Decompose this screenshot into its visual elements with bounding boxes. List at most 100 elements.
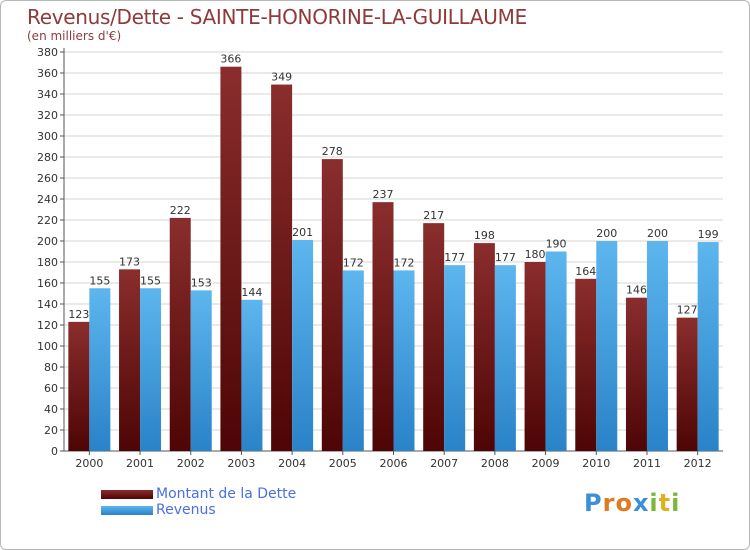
bars [68, 66, 719, 452]
data-labels: 1231551731552221533661443492012781722371… [68, 53, 718, 321]
x-tick-label: 2009 [532, 457, 560, 470]
y-tick-label: 20 [44, 424, 58, 437]
y-tick-label: 220 [37, 214, 58, 227]
bar-debt [473, 243, 495, 451]
data-label-debt: 180 [525, 248, 546, 261]
data-label-debt: 146 [626, 284, 647, 297]
y-tick-label: 140 [37, 298, 58, 311]
logo-letter: r [602, 489, 616, 517]
data-label-revenus: 177 [444, 251, 465, 264]
data-label-debt: 164 [575, 265, 596, 278]
y-tick-label: 120 [37, 319, 58, 332]
data-label-revenus: 199 [698, 228, 719, 241]
legend-swatch-debt [101, 490, 153, 499]
y-tick-label: 160 [37, 277, 58, 290]
bar-revenus [545, 251, 567, 451]
data-label-debt: 349 [271, 71, 292, 84]
legend: Montant de la Dette Revenus [101, 486, 401, 519]
bar-debt [68, 321, 90, 451]
data-label-revenus: 177 [495, 251, 516, 264]
bar-debt [575, 278, 597, 451]
y-tick-label: 100 [37, 340, 58, 353]
bar-debt [423, 223, 445, 451]
logo-letter: x [632, 489, 650, 517]
data-label-revenus: 172 [343, 256, 364, 269]
chart-subtitle: (en milliers d'€) [27, 29, 122, 43]
logo-letter: t [658, 489, 672, 517]
data-label-revenus: 155 [140, 274, 161, 287]
x-tick-label: 2007 [430, 457, 458, 470]
bar-debt [372, 202, 394, 451]
x-tick-label: 2008 [481, 457, 509, 470]
x-tick-label: 2006 [380, 457, 408, 470]
y-tick-label: 200 [37, 235, 58, 248]
bar-revenus [89, 288, 111, 451]
bar-revenus [596, 241, 618, 451]
x-tick-label: 2011 [633, 457, 661, 470]
bar-revenus [444, 265, 466, 451]
y-tick-label: 180 [37, 256, 58, 269]
bar-revenus [190, 290, 212, 451]
bar-debt [271, 84, 293, 452]
x-tick-label: 2004 [278, 457, 306, 470]
legend-swatch-revenus [101, 506, 153, 515]
data-label-debt: 222 [170, 204, 191, 217]
bar-debt [220, 66, 242, 451]
data-label-revenus: 200 [647, 227, 668, 240]
bar-debt [321, 159, 343, 451]
x-tick-label: 2010 [582, 457, 610, 470]
y-tick-label: 360 [37, 67, 58, 80]
proxiti-logo: Proxiti [584, 489, 680, 517]
data-label-debt: 278 [322, 145, 343, 158]
logo-letter: i [649, 489, 659, 517]
bar-debt [119, 269, 141, 451]
x-tick-label: 2001 [126, 457, 154, 470]
bar-debt [625, 297, 647, 451]
data-label-revenus: 172 [394, 256, 415, 269]
bar-debt [676, 317, 698, 451]
x-tick-label: 2002 [177, 457, 205, 470]
y-tick-label: 260 [37, 172, 58, 185]
bar-revenus [393, 270, 415, 451]
legend-label-debt: Montant de la Dette [156, 486, 297, 502]
y-tick-label: 80 [44, 361, 58, 374]
bar-revenus [342, 270, 364, 451]
bar-revenus [697, 242, 719, 451]
logo-letter: P [584, 489, 603, 517]
y-tick-label: 60 [44, 382, 58, 395]
y-tick-label: 40 [44, 403, 58, 416]
y-tick-label: 320 [37, 109, 58, 122]
y-tick-label: 380 [37, 46, 58, 59]
axes: 0 20 40 60 80 100 120 140 160 180 200 220 240 260 280 3… [37, 46, 723, 470]
data-label-revenus: 155 [89, 274, 110, 287]
bar-revenus [292, 239, 314, 451]
bar-revenus [140, 288, 162, 451]
bar-debt [524, 262, 546, 451]
legend-label-revenus: Revenus [156, 502, 216, 518]
data-label-revenus: 200 [596, 227, 617, 240]
legend-item-revenus: Revenus [101, 502, 401, 519]
data-label-revenus: 153 [191, 276, 212, 289]
data-label-debt: 366 [220, 53, 241, 66]
data-label-debt: 198 [474, 229, 495, 242]
data-label-debt: 237 [373, 188, 394, 201]
data-label-revenus: 201 [292, 226, 313, 239]
x-tick-label: 2003 [227, 457, 255, 470]
logo-letter: i [671, 489, 681, 517]
x-tick-label: 2012 [684, 457, 712, 470]
y-tick-label: 280 [37, 151, 58, 164]
logo-letter: o [615, 489, 633, 517]
legend-item-debt: Montant de la Dette [101, 486, 401, 503]
bar-debt [169, 217, 191, 451]
y-tick-label: 240 [37, 193, 58, 206]
y-tick-label: 300 [37, 130, 58, 143]
data-label-revenus: 190 [546, 238, 567, 251]
y-tick-label: 340 [37, 88, 58, 101]
data-label-revenus: 144 [241, 286, 262, 299]
x-tick-label: 2005 [329, 457, 357, 470]
data-label-debt: 127 [677, 304, 698, 317]
data-label-debt: 123 [68, 308, 89, 321]
x-tick-label: 2000 [75, 457, 103, 470]
